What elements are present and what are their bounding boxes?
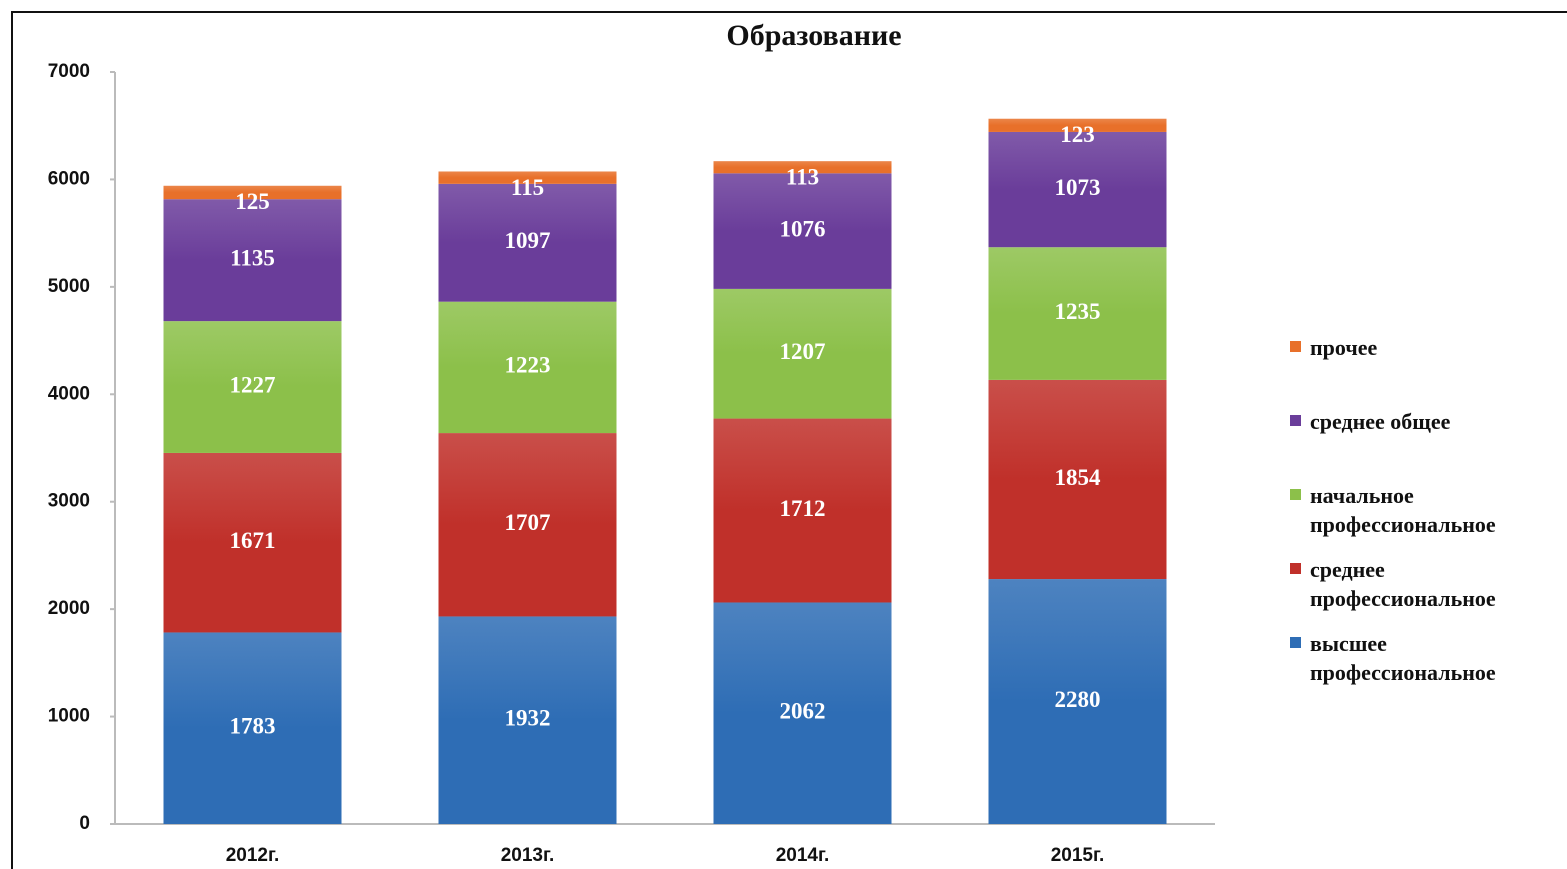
bar-segment <box>713 602 892 824</box>
y-tick-label: 0 <box>79 813 90 834</box>
bar-segment <box>988 247 1167 380</box>
x-tick-label: 2014г. <box>776 845 830 866</box>
data-label: 123 <box>1060 122 1095 147</box>
legend-label: высшее профессиональное <box>1310 631 1496 685</box>
legend-label: среднее общее <box>1310 409 1451 434</box>
bar-segment <box>163 452 342 633</box>
bar-segment <box>438 301 617 434</box>
bar-segment <box>438 171 617 184</box>
bar-segment <box>988 118 1167 132</box>
bar-segment <box>713 288 892 419</box>
data-label: 1932 <box>505 706 551 731</box>
bar-segment <box>713 161 892 174</box>
bar-segment <box>988 379 1167 580</box>
bar-segment <box>713 418 892 603</box>
data-label: 1707 <box>505 510 551 535</box>
y-tick-label: 3000 <box>48 491 90 512</box>
data-label: 1235 <box>1055 299 1101 324</box>
legend-label: прочее <box>1310 335 1378 360</box>
bar-segment <box>988 579 1167 824</box>
bar-segment <box>438 433 617 617</box>
data-label: 125 <box>235 189 270 214</box>
data-label: 1073 <box>1055 175 1101 200</box>
data-label: 1097 <box>505 228 551 253</box>
bar-segment <box>163 199 342 322</box>
data-label: 2280 <box>1055 687 1101 712</box>
legend-swatch <box>1290 563 1301 574</box>
data-label: 113 <box>786 164 819 189</box>
data-label: 1227 <box>230 372 276 397</box>
data-label: 2062 <box>780 699 826 724</box>
y-tick-label: 5000 <box>48 276 90 297</box>
y-tick-label: 2000 <box>48 598 90 619</box>
data-label: 1712 <box>780 496 826 521</box>
y-tick-label: 1000 <box>48 706 90 727</box>
data-label: 1671 <box>230 528 276 553</box>
data-label: 1207 <box>780 339 826 364</box>
bar-segment <box>438 616 617 824</box>
legend-label: среднее профессиональное <box>1310 557 1496 611</box>
legend-swatch <box>1290 489 1301 500</box>
legend-swatch <box>1290 415 1301 426</box>
bar-segment <box>438 183 617 302</box>
data-label: 1076 <box>780 216 826 241</box>
data-label: 1854 <box>1055 465 1102 490</box>
bar-segment <box>988 131 1167 248</box>
legend-swatch <box>1290 341 1301 352</box>
y-tick-label: 7000 <box>48 61 90 82</box>
x-tick-label: 2012г. <box>226 845 280 866</box>
data-label: 1135 <box>230 245 275 270</box>
y-tick-label: 4000 <box>48 383 90 404</box>
bar-segment <box>163 185 342 200</box>
legend-label: начальное профессиональное <box>1310 483 1496 537</box>
bar-segment <box>163 632 342 824</box>
y-tick-label: 6000 <box>48 168 90 189</box>
data-label: 1223 <box>505 353 551 378</box>
data-label: 1783 <box>230 714 276 739</box>
bar-segment <box>713 173 892 289</box>
bar-segment <box>163 321 342 453</box>
x-tick-label: 2015г. <box>1051 845 1105 866</box>
data-label: 115 <box>511 175 544 200</box>
legend-swatch <box>1290 637 1301 648</box>
x-tick-label: 2013г. <box>501 845 555 866</box>
chart-title: Образование <box>726 19 901 52</box>
